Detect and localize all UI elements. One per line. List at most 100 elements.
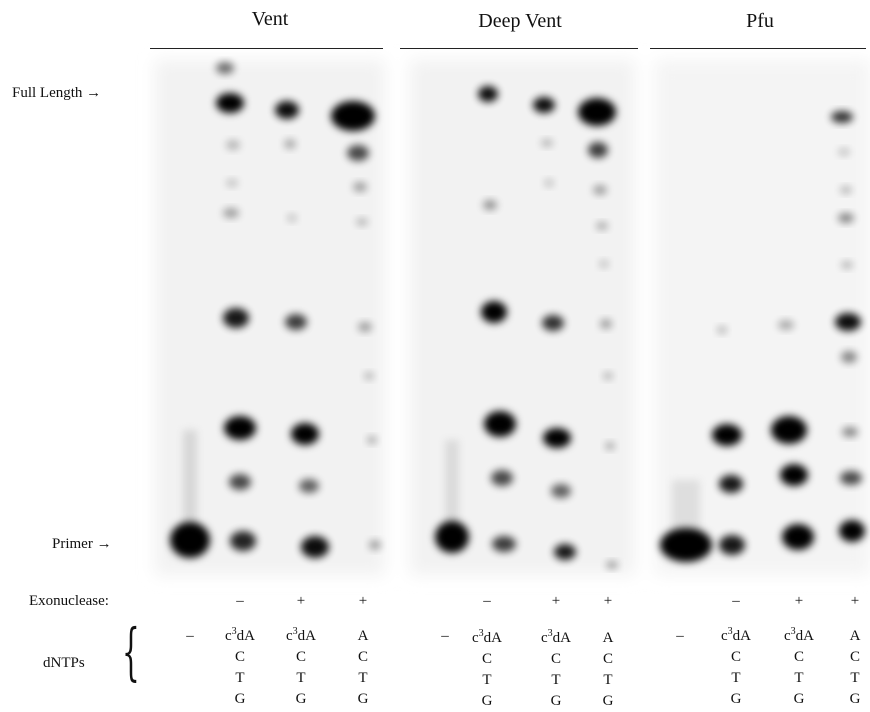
exonuclease-value: –	[732, 593, 740, 609]
band-faint	[226, 179, 238, 187]
dntp-first: A	[357, 628, 369, 644]
band-lower	[551, 484, 571, 498]
band-faint	[840, 186, 852, 194]
band-full-length	[578, 98, 616, 126]
dntp-g: G	[481, 693, 493, 709]
band-faint	[606, 561, 618, 569]
band-faint	[841, 351, 857, 363]
band-faint	[347, 145, 369, 161]
band-faint	[284, 139, 296, 149]
band-faint	[600, 319, 612, 329]
dntp-g: G	[793, 691, 805, 707]
band-faint	[358, 322, 372, 332]
band-faint	[223, 208, 239, 218]
band-faint	[541, 139, 553, 147]
band-faint	[367, 436, 377, 444]
panel-title-deep-vent: Deep Vent	[478, 10, 562, 32]
band-faint	[364, 372, 374, 380]
band-faint	[599, 260, 609, 268]
band-primer	[435, 521, 469, 553]
dntp-t: T	[235, 670, 245, 686]
panel-title-vent: Vent	[251, 8, 289, 30]
dntp-t: T	[482, 672, 492, 688]
dntp-g: G	[602, 693, 614, 709]
band-primer	[170, 522, 210, 558]
dntp-stack: c3dA C T G	[218, 626, 262, 710]
dntp-first: c3dA	[285, 626, 316, 645]
dntp-c: C	[481, 651, 492, 667]
dntp-first: c3dA	[783, 626, 814, 645]
band-lower	[484, 411, 516, 437]
panel-rule-vent	[150, 48, 383, 49]
band-faint	[778, 320, 794, 330]
band-faint	[353, 182, 367, 192]
dntp-t: T	[603, 672, 613, 688]
band-faint	[717, 326, 727, 334]
band-lower	[224, 416, 256, 440]
dntp-first: c3dA	[471, 628, 502, 647]
full-length-marker: Full Length →	[12, 85, 102, 101]
band-lower	[543, 428, 571, 448]
band-faint	[842, 427, 858, 437]
dntp-t: T	[358, 670, 368, 686]
dntp-first: c3dA	[720, 626, 751, 645]
band-full-length	[533, 97, 555, 113]
band-faint	[593, 185, 607, 195]
band-mid	[223, 308, 249, 328]
band-faint	[287, 214, 297, 222]
band-full-length	[275, 101, 299, 119]
dntps-label: dNTPs	[43, 655, 85, 671]
dntp-c: C	[357, 649, 368, 665]
band-faint	[226, 140, 240, 150]
dntp-superscript: 3	[790, 626, 796, 637]
band-lower	[291, 423, 319, 445]
dntp-g: G	[295, 691, 307, 707]
dntp-stack: c3dA C T G	[777, 626, 821, 710]
exonuclease-label: Exonuclease:	[29, 593, 109, 609]
dntp-c: C	[849, 649, 860, 665]
band-primer-plus	[230, 531, 256, 551]
band-primer-plus	[554, 544, 576, 560]
dntp-c: C	[550, 651, 561, 667]
band-lower	[719, 475, 743, 493]
band-lower	[840, 471, 862, 485]
exonuclease-value: +	[296, 593, 306, 609]
dntp-none: –	[676, 628, 684, 644]
band-primer-plus	[492, 536, 516, 552]
dntp-none: –	[441, 628, 449, 644]
panel-rule-pfu	[650, 48, 866, 49]
band-primer-plus	[782, 524, 814, 550]
dntp-stack: c3dA C T G	[465, 628, 509, 712]
dntp-t: T	[551, 672, 561, 688]
band-full-length	[831, 111, 853, 123]
dntp-stack: –	[423, 626, 467, 647]
dntp-stack: c3dA C T G	[534, 628, 578, 712]
dntp-t: T	[731, 670, 741, 686]
dntp-stack: c3dA C T G	[279, 626, 323, 710]
dntp-t: T	[794, 670, 804, 686]
band-primer-plus	[719, 535, 745, 555]
dntp-first: c3dA	[224, 626, 255, 645]
band-top	[216, 62, 234, 74]
band-faint	[605, 442, 615, 450]
band-primer-plus	[301, 536, 329, 558]
exonuclease-value: +	[358, 593, 368, 609]
band-faint	[838, 148, 850, 156]
band-faint	[588, 142, 608, 158]
dntp-superscript: 3	[478, 628, 484, 639]
band-full-length	[331, 101, 375, 131]
dntp-g: G	[234, 691, 246, 707]
band-lower	[780, 464, 808, 486]
band-mid	[542, 315, 564, 331]
exonuclease-value: –	[483, 593, 491, 609]
dntps-brace: {	[122, 615, 140, 688]
dntp-t: T	[850, 670, 860, 686]
band-faint	[841, 261, 853, 269]
dntp-c: C	[602, 651, 613, 667]
dntp-first: A	[849, 628, 861, 644]
dntp-g: G	[730, 691, 742, 707]
primer-smear	[183, 430, 197, 540]
